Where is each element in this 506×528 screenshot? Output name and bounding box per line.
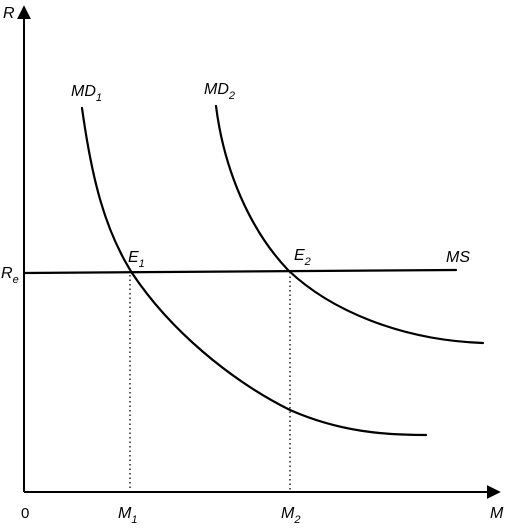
e2-label-sub: 2 (304, 256, 311, 268)
m1-label-sub: 1 (131, 514, 137, 526)
e2-label: E2 (294, 247, 311, 268)
x-axis-label: M (490, 505, 504, 522)
ms-line (22, 268, 458, 275)
m2-label: M2 (281, 505, 300, 526)
ms-label: MS (446, 249, 470, 266)
md2-label: MD2 (204, 81, 235, 102)
md1-label-sub: 1 (96, 92, 102, 104)
e2-label-main: E (294, 247, 305, 264)
e1-label-sub: 1 (139, 258, 145, 270)
m2-label-sub: 2 (293, 514, 300, 526)
md2-label-main: MD (204, 81, 229, 98)
equilibrium-rate-sub: e (13, 274, 19, 286)
e1-label: E1 (128, 249, 145, 270)
md2-label-sub: 2 (228, 90, 235, 102)
equilibrium-rate-main: R (1, 265, 13, 282)
md1-curve (80, 106, 428, 437)
m1-label: M1 (118, 505, 137, 526)
md1-label: MD1 (71, 83, 102, 104)
md2-curve (214, 104, 485, 345)
y-axis-label: R (3, 5, 15, 22)
m2-label-main: M (281, 505, 295, 522)
m1-label-main: M (118, 505, 132, 522)
md1-label-main: MD (71, 83, 96, 100)
equilibrium-rate-label: Re (1, 265, 19, 286)
e1-label-main: E (128, 249, 139, 266)
origin-label: 0 (21, 505, 29, 522)
